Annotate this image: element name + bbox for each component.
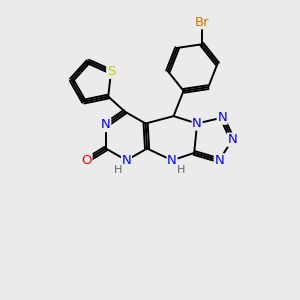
Text: N: N [192, 117, 202, 130]
Text: Br: Br [195, 16, 209, 29]
Text: N: N [101, 118, 111, 131]
Text: H: H [177, 165, 185, 175]
Text: O: O [81, 154, 92, 167]
Text: H: H [113, 165, 122, 175]
Text: S: S [107, 65, 115, 78]
Text: N: N [167, 154, 177, 167]
Text: N: N [217, 111, 227, 124]
Text: N: N [228, 133, 237, 146]
Text: N: N [122, 154, 131, 167]
Text: N: N [214, 154, 224, 167]
